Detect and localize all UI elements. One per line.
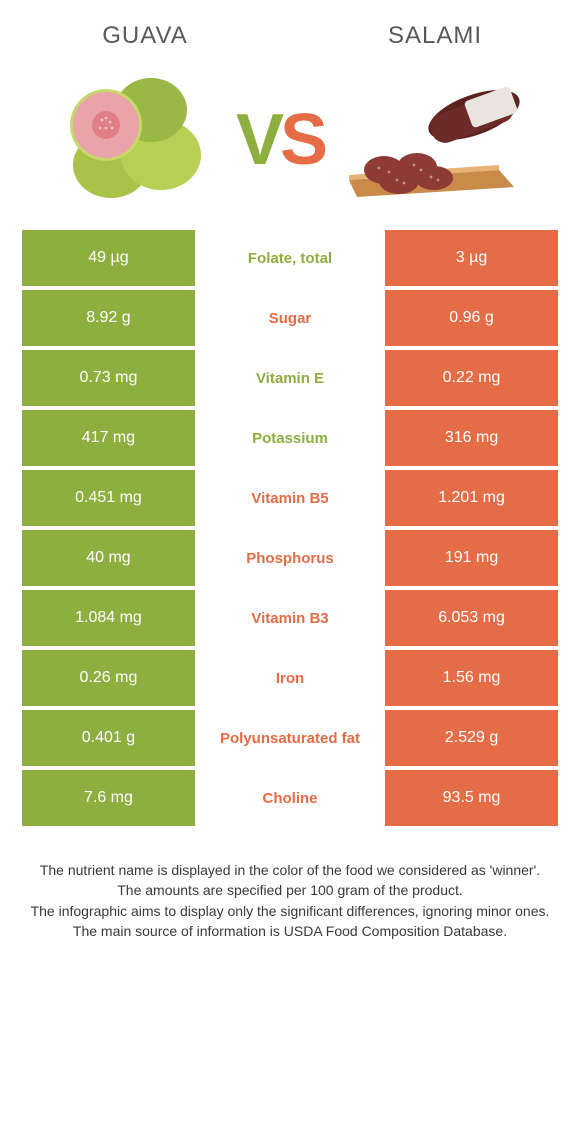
right-value: 191 mg: [385, 530, 558, 586]
comparison-table: 49 µgFolate, total3 µg8.92 gSugar0.96 g0…: [22, 230, 558, 826]
vs-v: V: [236, 100, 280, 180]
right-value: 93.5 mg: [385, 770, 558, 826]
vs-s: S: [280, 100, 324, 180]
table-row: 49 µgFolate, total3 µg: [22, 230, 558, 286]
nutrient-label: Vitamin B3: [195, 590, 385, 646]
table-row: 0.401 gPolyunsaturated fat2.529 g: [22, 710, 558, 766]
salami-icon: [339, 75, 524, 205]
footnote-line: The nutrient name is displayed in the co…: [28, 860, 552, 880]
left-value: 49 µg: [22, 230, 195, 286]
right-value: 0.96 g: [385, 290, 558, 346]
right-value: 0.22 mg: [385, 350, 558, 406]
hero-row: VS: [0, 60, 580, 230]
right-food-title: Salami: [290, 22, 580, 50]
left-value: 8.92 g: [22, 290, 195, 346]
right-value: 2.529 g: [385, 710, 558, 766]
table-row: 417 mgPotassium316 mg: [22, 410, 558, 466]
footnotes: The nutrient name is displayed in the co…: [0, 830, 580, 941]
nutrient-label: Choline: [195, 770, 385, 826]
left-value: 0.26 mg: [22, 650, 195, 706]
left-value: 0.401 g: [22, 710, 195, 766]
nutrient-label: Folate, total: [195, 230, 385, 286]
table-row: 1.084 mgVitamin B36.053 mg: [22, 590, 558, 646]
left-value: 0.73 mg: [22, 350, 195, 406]
table-row: 0.73 mgVitamin E0.22 mg: [22, 350, 558, 406]
left-value: 1.084 mg: [22, 590, 195, 646]
table-row: 40 mgPhosphorus191 mg: [22, 530, 558, 586]
nutrient-label: Iron: [195, 650, 385, 706]
table-row: 0.26 mgIron1.56 mg: [22, 650, 558, 706]
header-row: Guava Salami: [0, 0, 580, 60]
nutrient-label: Potassium: [195, 410, 385, 466]
nutrient-label: Vitamin B5: [195, 470, 385, 526]
right-value: 6.053 mg: [385, 590, 558, 646]
vs-label: VS: [236, 99, 324, 181]
nutrient-label: Phosphorus: [195, 530, 385, 586]
left-value: 417 mg: [22, 410, 195, 466]
right-value: 3 µg: [385, 230, 558, 286]
left-value: 40 mg: [22, 530, 195, 586]
right-value: 316 mg: [385, 410, 558, 466]
footnote-line: The infographic aims to display only the…: [28, 901, 552, 921]
nutrient-label: Polyunsaturated fat: [195, 710, 385, 766]
nutrient-label: Sugar: [195, 290, 385, 346]
footnote-line: The amounts are specified per 100 gram o…: [28, 880, 552, 900]
nutrient-label: Vitamin E: [195, 350, 385, 406]
footnote-line: The main source of information is USDA F…: [28, 921, 552, 941]
table-row: 7.6 mgCholine93.5 mg: [22, 770, 558, 826]
guava-icon: [56, 70, 221, 210]
left-value: 0.451 mg: [22, 470, 195, 526]
left-value: 7.6 mg: [22, 770, 195, 826]
table-row: 0.451 mgVitamin B51.201 mg: [22, 470, 558, 526]
table-row: 8.92 gSugar0.96 g: [22, 290, 558, 346]
left-food-title: Guava: [0, 22, 290, 50]
right-value: 1.56 mg: [385, 650, 558, 706]
right-value: 1.201 mg: [385, 470, 558, 526]
